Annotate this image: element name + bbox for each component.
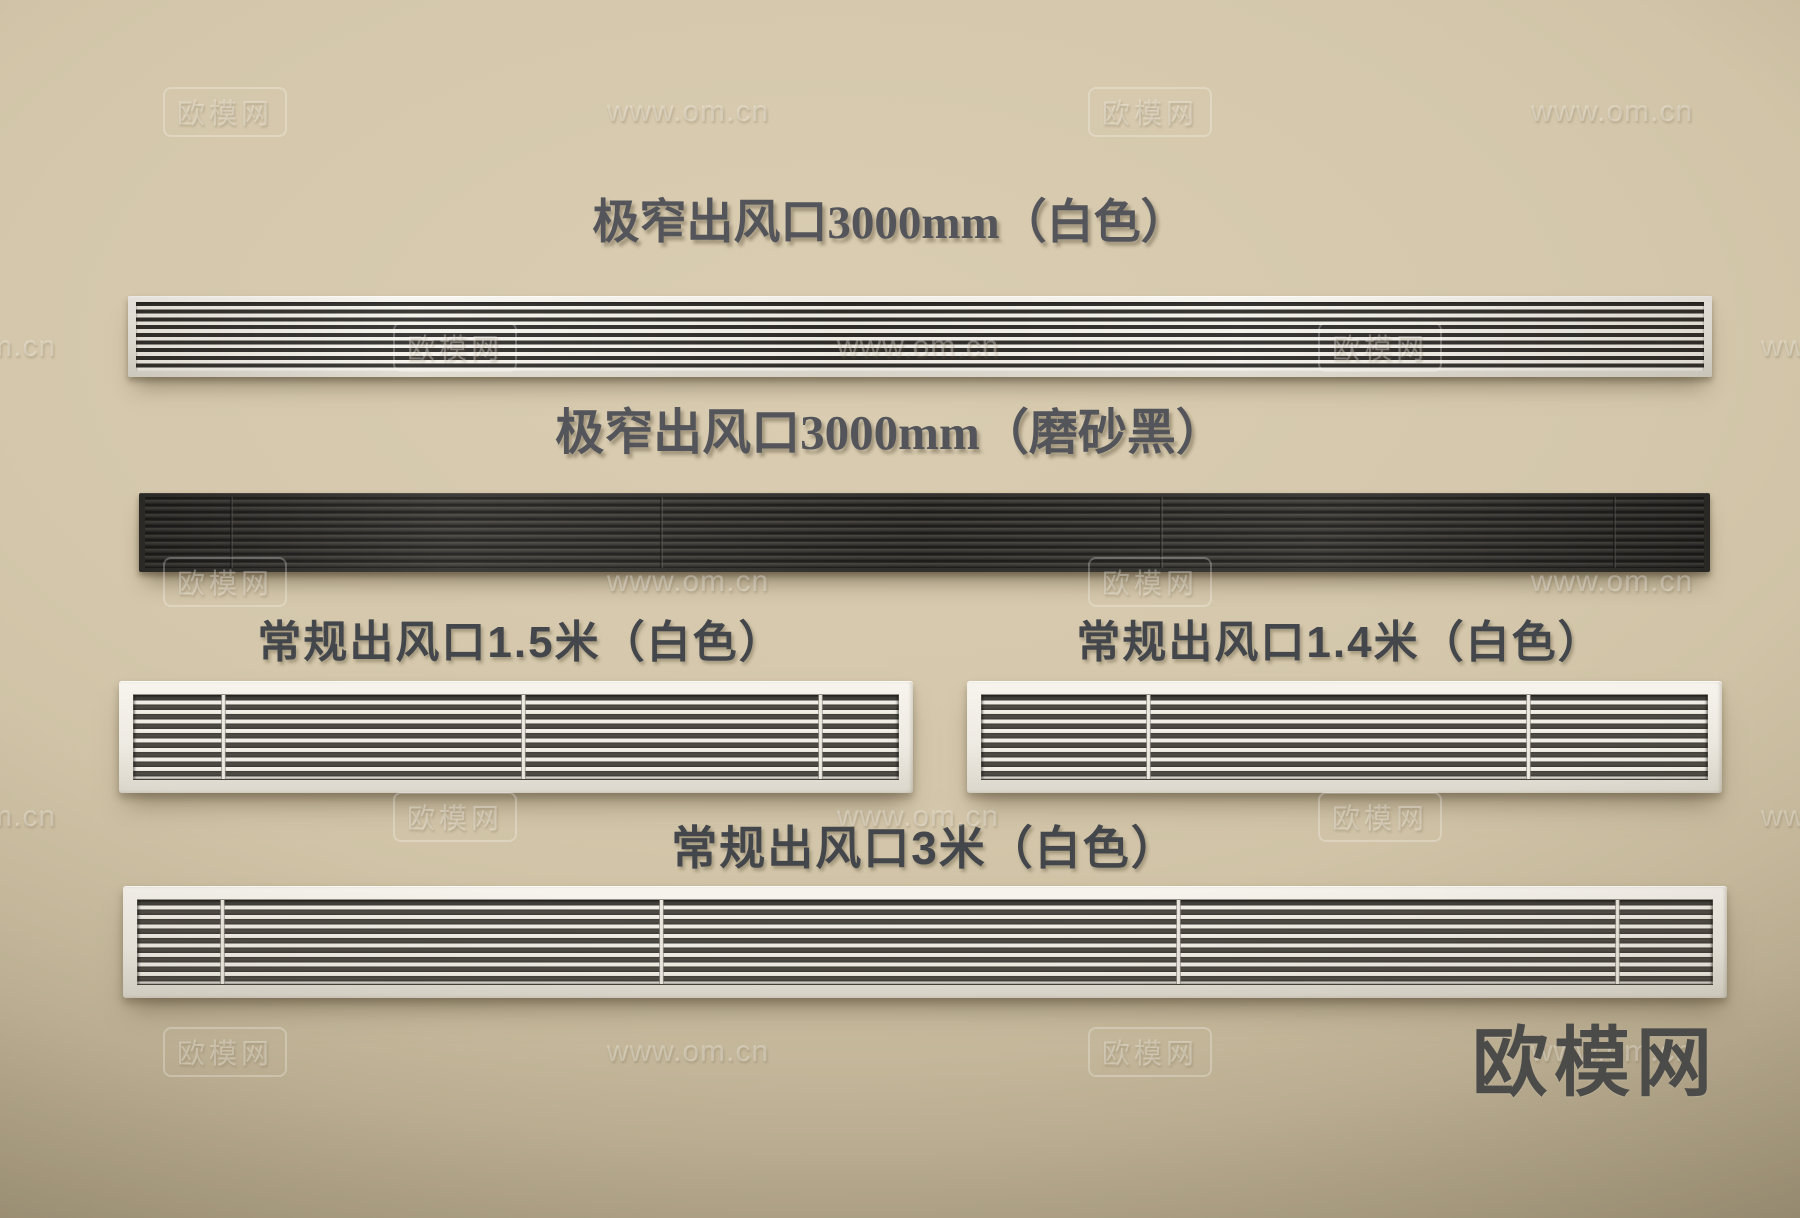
vent-divider (1176, 900, 1181, 984)
vent-grille (137, 899, 1713, 985)
vent-regular-3m-white (123, 886, 1727, 998)
vent-grille (981, 694, 1708, 780)
vent-divider (220, 900, 225, 984)
vent-regular-1.4m-white (967, 681, 1722, 793)
vent-section-seam (1160, 497, 1163, 568)
vent-section-seam (660, 497, 663, 568)
vent-divider (521, 695, 526, 779)
vent-divider (221, 695, 226, 779)
brand-logo: 欧模网 (1472, 1021, 1718, 1106)
vent-regular-1.5m-white (119, 681, 913, 793)
product-title-regular-3m-white: 常规出风口3米（白色） (671, 822, 1179, 874)
vent-ultra-narrow-3000mm-white (128, 296, 1712, 377)
vent-divider (1146, 695, 1151, 779)
vent-divider (1615, 900, 1620, 984)
vent-divider (818, 695, 823, 779)
vent-section-seam (230, 497, 233, 568)
vent-grille (136, 302, 1704, 371)
product-title-regular-1.4m-white: 常规出风口1.4米（白色） (1076, 618, 1604, 667)
vent-section-seam (1613, 497, 1616, 568)
vent-divider (1526, 695, 1531, 779)
product-title-ultra-narrow-3000mm-white: 极窄出风口3000mm（白色） (592, 197, 1188, 249)
vent-ultra-narrow-3000mm-matte-black (139, 493, 1710, 572)
vent-grille (133, 694, 899, 780)
vent-grille (145, 497, 1704, 568)
product-title-regular-1.5m-white: 常规出风口1.5米（白色） (257, 618, 785, 667)
vent-divider (659, 900, 664, 984)
product-title-ultra-narrow-3000mm-matte-black: 极窄出风口3000mm（磨砂黑） (555, 405, 1225, 460)
